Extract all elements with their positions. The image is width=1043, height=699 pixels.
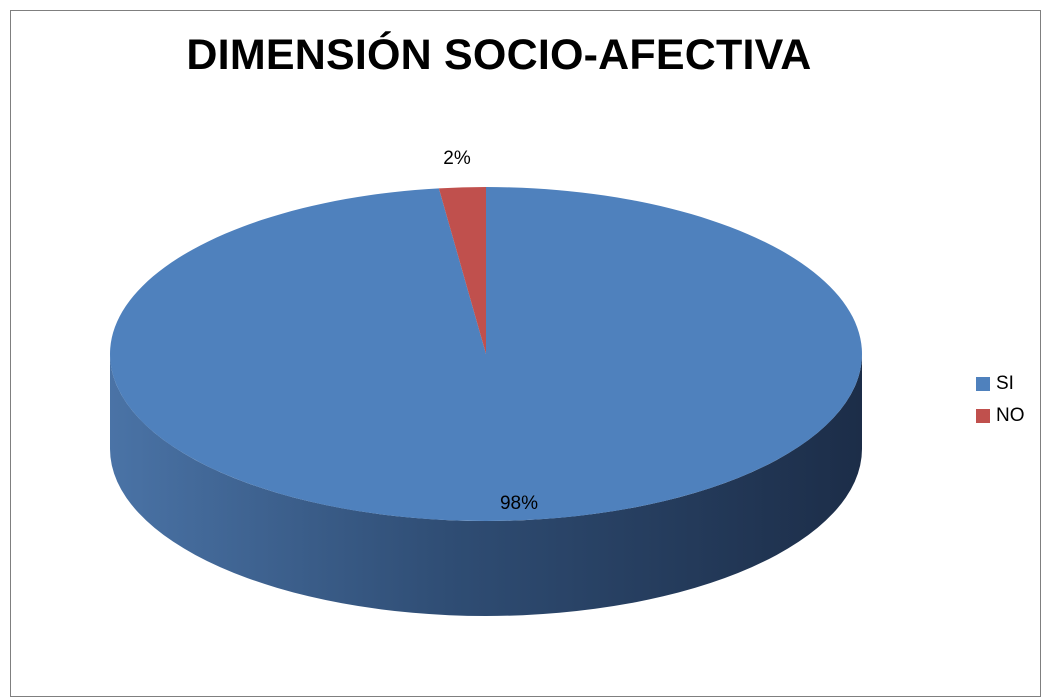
chart-title: DIMENSIÓN SOCIO-AFECTIVA (186, 31, 812, 79)
chart-area: DIMENSIÓN SOCIO-AFECTIVA 98% 2% SI NO (10, 10, 1041, 697)
legend-label-no: NO (996, 405, 1025, 426)
slice-label-si: 98% (500, 493, 538, 514)
pie-slice-no (438, 187, 486, 354)
legend-label-si: SI (996, 373, 1014, 394)
legend-swatch-no (976, 409, 990, 423)
pie-slice-si (110, 187, 862, 521)
legend-item-si: SI (976, 371, 1025, 397)
pie-plot: 98% 2% (110, 148, 862, 616)
legend-item-no: NO (976, 403, 1025, 429)
legend: SI NO (976, 371, 1025, 435)
pie-side-wall (110, 354, 862, 616)
slice-label-no: 2% (443, 148, 471, 169)
legend-swatch-si (976, 377, 990, 391)
